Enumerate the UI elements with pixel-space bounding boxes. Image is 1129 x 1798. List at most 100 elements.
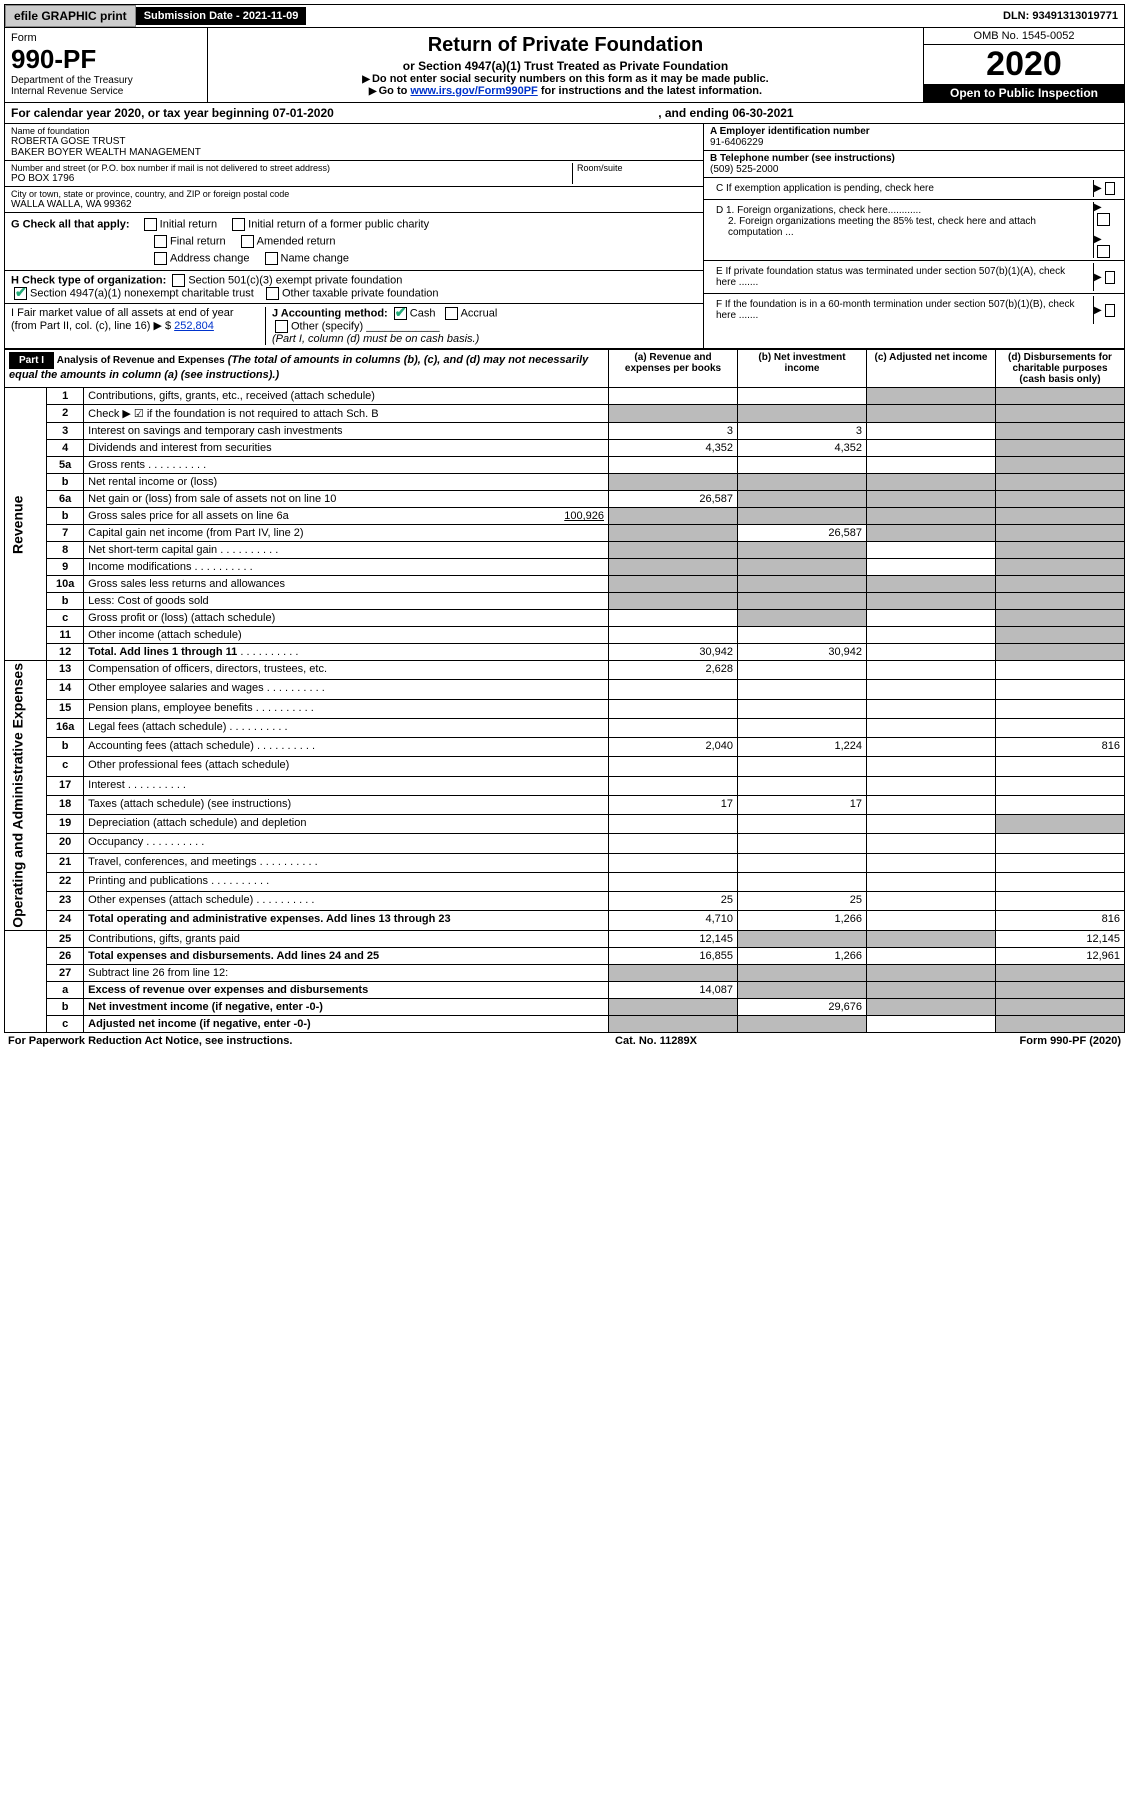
desc-14: Other employee salaries and wages: [84, 680, 609, 699]
desc-8: Net short-term capital gain: [84, 542, 609, 559]
form-header: Form 990-PF Department of the Treasury I…: [4, 28, 1125, 103]
chk-4947a1[interactable]: [14, 287, 27, 300]
ln-22: 22: [47, 872, 84, 891]
val-7b: 26,587: [738, 525, 867, 542]
chk-f[interactable]: [1105, 304, 1115, 317]
ln-9: 9: [47, 559, 84, 576]
i-value[interactable]: 252,804: [174, 320, 214, 332]
desc-2: Check ▶ ☑ if the foundation is not requi…: [88, 408, 378, 420]
chk-501c3[interactable]: [172, 274, 185, 287]
ln-11: 11: [47, 627, 84, 644]
val-26d: 12,961: [996, 947, 1125, 964]
entity-info: Name of foundation ROBERTA GOSE TRUST BA…: [4, 124, 1125, 349]
ln-14: 14: [47, 680, 84, 699]
val-3b: 3: [738, 423, 867, 440]
val-4a: 4,352: [609, 440, 738, 457]
val-12a: 30,942: [609, 644, 738, 661]
irs-label: Internal Revenue Service: [11, 86, 201, 97]
ln-16a: 16a: [47, 718, 84, 737]
val-16bb: 1,224: [738, 738, 867, 757]
foundation-name-1: ROBERTA GOSE TRUST: [11, 136, 697, 147]
val-18b: 17: [738, 795, 867, 814]
desc-4: Dividends and interest from securities: [84, 440, 609, 457]
ln-4: 4: [47, 440, 84, 457]
ln-6b: b: [47, 508, 84, 525]
opt-amended: Amended return: [257, 235, 336, 247]
cal-begin: For calendar year 2020, or tax year begi…: [11, 106, 334, 120]
ln-7: 7: [47, 525, 84, 542]
desc-23: Other expenses (attach schedule): [84, 892, 609, 911]
desc-10a: Gross sales less returns and allowances: [84, 576, 609, 593]
ln-10c: c: [47, 610, 84, 627]
foundation-name-2: BAKER BOYER WEALTH MANAGEMENT: [11, 147, 697, 158]
e-terminated: E If private foundation status was termi…: [710, 263, 1093, 291]
chk-e[interactable]: [1105, 271, 1115, 284]
irs-link[interactable]: www.irs.gov/Form990PF: [410, 85, 537, 97]
chk-d2[interactable]: [1097, 245, 1110, 258]
chk-address-change[interactable]: [154, 252, 167, 265]
opt-initial-former: Initial return of a former public charit…: [248, 218, 429, 230]
efile-print-button[interactable]: efile GRAPHIC print: [5, 5, 136, 27]
ln-5b: b: [47, 474, 84, 491]
opt-other-taxable: Other taxable private foundation: [282, 287, 439, 299]
desc-9: Income modifications: [84, 559, 609, 576]
desc-6b: Gross sales price for all assets on line…: [88, 510, 289, 522]
chk-initial-former[interactable]: [232, 218, 245, 231]
opt-initial-return: Initial return: [160, 218, 217, 230]
a-ein: 91-6406229: [710, 137, 763, 148]
chk-c[interactable]: [1105, 182, 1115, 195]
room-label: Room/suite: [577, 163, 697, 173]
address: PO BOX 1796: [11, 173, 572, 184]
omb-number: OMB No. 1545-0052: [924, 28, 1124, 45]
val-24d: 816: [996, 911, 1125, 930]
goto-prefix: Go to: [369, 85, 410, 97]
form-number: 990-PF: [11, 44, 201, 75]
opt-name-change: Name change: [281, 252, 350, 264]
ln-19: 19: [47, 815, 84, 834]
desc-6a: Net gain or (loss) from sale of assets n…: [84, 491, 609, 508]
desc-24: Total operating and administrative expen…: [88, 913, 450, 925]
dln: DLN: 93491313019771: [997, 7, 1124, 25]
chk-cash[interactable]: [394, 307, 407, 320]
chk-other-method[interactable]: [275, 320, 288, 333]
val-25d: 12,145: [996, 930, 1125, 947]
ln-21: 21: [47, 853, 84, 872]
chk-accrual[interactable]: [445, 307, 458, 320]
ln-27a: a: [47, 981, 84, 998]
top-bar: efile GRAPHIC print Submission Date - 20…: [4, 4, 1125, 28]
chk-final-return[interactable]: [154, 235, 167, 248]
tri-icon: ▶: [1094, 234, 1102, 245]
tri-icon: ▶: [1094, 272, 1102, 283]
val-13a: 2,628: [609, 661, 738, 680]
open-public: Open to Public Inspection: [924, 84, 1124, 102]
ln-10b: b: [47, 593, 84, 610]
val-6a: 26,587: [609, 491, 738, 508]
city-state-zip: WALLA WALLA, WA 99362: [11, 199, 697, 210]
desc-19: Depreciation (attach schedule) and deple…: [84, 815, 609, 834]
chk-amended[interactable]: [241, 235, 254, 248]
ln-18: 18: [47, 795, 84, 814]
ln-1: 1: [47, 388, 84, 405]
ln-15: 15: [47, 699, 84, 718]
desc-25: Contributions, gifts, grants paid: [84, 930, 609, 947]
col-a: (a) Revenue and expenses per books: [609, 350, 738, 388]
val-4b: 4,352: [738, 440, 867, 457]
b-phone: (509) 525-2000: [710, 164, 778, 175]
chk-d1[interactable]: [1097, 213, 1110, 226]
chk-initial-return[interactable]: [144, 218, 157, 231]
chk-name-change[interactable]: [265, 252, 278, 265]
addr-label: Number and street (or P.O. box number if…: [11, 163, 572, 173]
a-ein-label: A Employer identification number: [710, 126, 870, 137]
opt-4947a1: Section 4947(a)(1) nonexempt charitable …: [30, 287, 254, 299]
ln-12: 12: [47, 644, 84, 661]
opt-501c3: Section 501(c)(3) exempt private foundat…: [188, 274, 402, 286]
desc-16c: Other professional fees (attach schedule…: [84, 757, 609, 776]
ssn-warning: Do not enter social security numbers on …: [212, 73, 919, 85]
chk-other-taxable[interactable]: [266, 287, 279, 300]
j-label: J Accounting method:: [272, 307, 388, 319]
val-27bb: 29,676: [738, 998, 867, 1015]
ln-27c: c: [47, 1015, 84, 1032]
val-24a: 4,710: [609, 911, 738, 930]
ln-16c: c: [47, 757, 84, 776]
b-phone-label: B Telephone number (see instructions): [710, 153, 895, 164]
